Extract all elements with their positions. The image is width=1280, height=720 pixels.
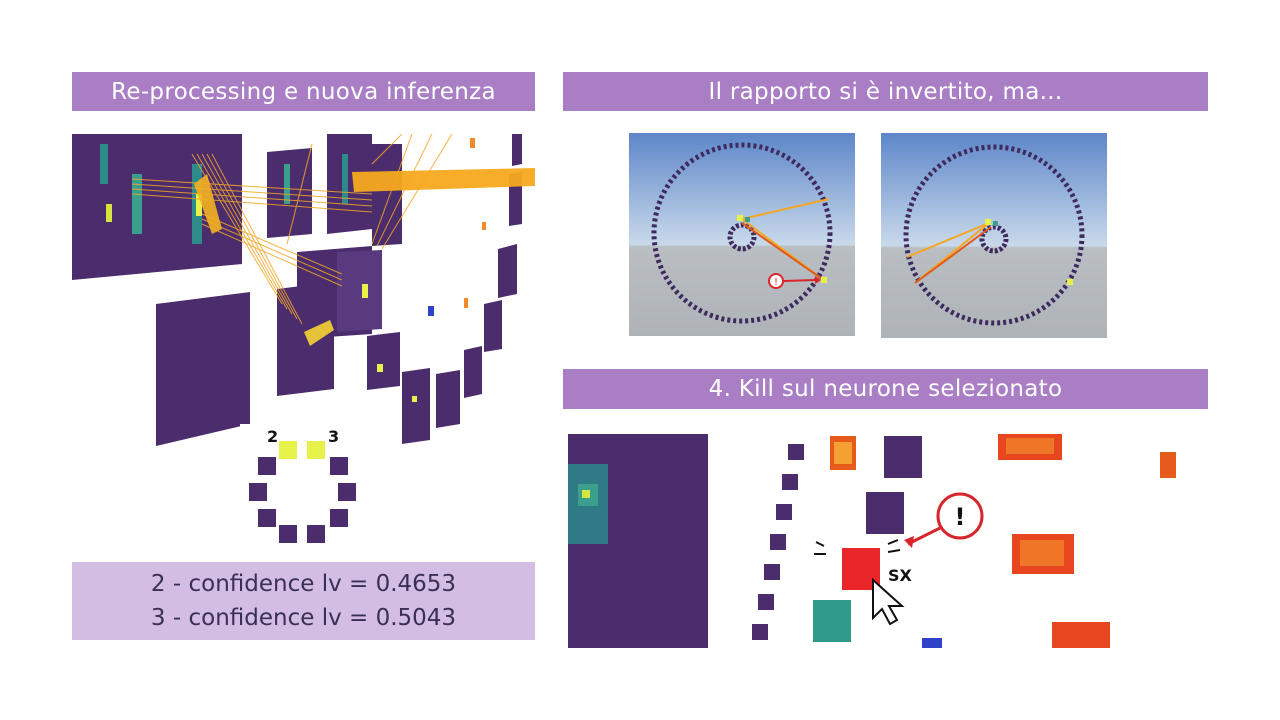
cursor-icon xyxy=(872,577,905,626)
ring-view-before-svg: ! xyxy=(629,133,855,336)
kill-annotation-text: SX xyxy=(888,566,913,585)
kill-section-title: 4. Kill sul neurone selezionato xyxy=(563,369,1208,409)
output-label-2: 2 xyxy=(267,427,279,446)
kill-title-text: 4. Kill sul neurone selezionato xyxy=(708,376,1063,402)
kill-neuron-svg: SX ! xyxy=(568,434,1203,648)
right-section-title: Il rapporto si è invertito, ma... xyxy=(563,72,1208,111)
warning-icon: ! xyxy=(768,273,821,289)
ring-view-before: ! xyxy=(629,133,855,336)
left-title-text: Re-processing e nuova inferenza xyxy=(111,78,496,105)
ring-view-after xyxy=(881,133,1107,338)
output-neuron-3 xyxy=(307,441,325,459)
warning-mark: ! xyxy=(955,503,966,531)
ring-view-after-svg xyxy=(881,133,1107,338)
left-section-title: Re-processing e nuova inferenza xyxy=(72,72,535,111)
right-title-text: Il rapporto si è invertito, ma... xyxy=(708,78,1063,105)
warning-icon: ! xyxy=(904,492,984,548)
network-3d-svg xyxy=(72,134,535,476)
confidence-line-3: 3 - confidence lv = 0.5043 xyxy=(150,605,457,631)
output-neuron-ring: 2 3 xyxy=(240,424,364,548)
output-ring-svg xyxy=(240,424,364,548)
kill-neuron-view: SX ! xyxy=(568,434,1203,648)
warning-mark-small: ! xyxy=(774,277,778,288)
output-neuron-2 xyxy=(279,441,297,459)
output-label-3: 3 xyxy=(328,427,340,446)
network-3d-view xyxy=(72,134,535,476)
confidence-line-2: 2 - confidence lv = 0.4653 xyxy=(150,571,457,597)
confidence-box: 2 - confidence lv = 0.4653 3 - confidenc… xyxy=(72,562,535,640)
